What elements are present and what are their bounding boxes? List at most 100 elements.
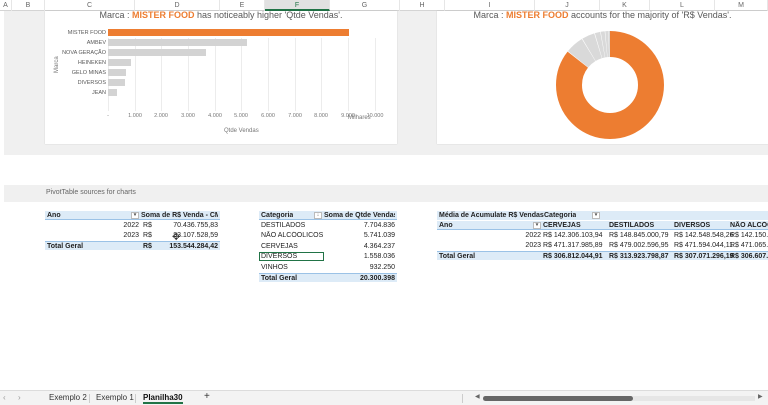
pivot-section-label: PivotTable sources for charts — [46, 189, 136, 196]
column-header-a[interactable]: A — [0, 0, 12, 11]
tab-planilha30[interactable]: Planilha30 — [143, 393, 183, 404]
column-header-i[interactable]: I — [445, 0, 535, 11]
chevron-down-icon: ▾ — [131, 211, 139, 219]
donut-chart[interactable] — [437, 11, 768, 144]
add-sheet-button[interactable]: + — [204, 391, 210, 402]
currency-symbol: R$ — [143, 243, 152, 250]
column-header-c[interactable]: C — [45, 0, 135, 11]
row-filter-dropdown[interactable]: ▾ — [533, 221, 541, 230]
row-value[interactable]: 4.364.237 — [363, 243, 395, 250]
row-label[interactable]: NÃO ALCÓOLICOS — [261, 232, 324, 239]
row-label-selected[interactable]: DIVERSOS — [259, 252, 324, 261]
row-value[interactable]: 932.250 — [369, 264, 395, 271]
pivot-value-field: Soma de Qtde Vendas — [324, 212, 395, 219]
row-value[interactable]: 83.107.528,59 — [173, 232, 218, 239]
filter-dropdown[interactable]: ▾ — [131, 211, 139, 220]
total-value[interactable]: R$ 307.071.296,19 — [674, 253, 734, 260]
gridline — [215, 38, 216, 111]
row-label[interactable]: 2023 — [123, 232, 139, 239]
bar-label: MISTER FOOD — [67, 30, 106, 36]
cell-value[interactable]: R$ 142.548.548,26 — [674, 232, 734, 239]
bar-row: NOVA GERAÇÃO — [45, 49, 106, 57]
axis-unit-label: Milhares — [348, 115, 371, 121]
bar-jean[interactable] — [108, 89, 117, 96]
row-label[interactable]: 2022 — [123, 222, 139, 229]
row-label[interactable]: DESTILADOS — [261, 222, 306, 229]
table-row: VINHOS 932.250 — [259, 263, 397, 272]
pivot-row-field: Ano — [439, 222, 453, 229]
row-value[interactable]: 70.436.755,83 — [173, 222, 218, 229]
row-value[interactable]: 5.741.039 — [363, 232, 395, 239]
scroll-left-icon[interactable]: ◀ — [475, 394, 480, 400]
total-value[interactable]: 153.544.284,42 — [169, 243, 218, 250]
column-header-e[interactable]: E — [220, 0, 265, 11]
x-tick: 1.000 — [128, 113, 142, 119]
pivot-header-row: Ano ▾ CERVEJAS DESTILADOS DIVERSOS NÃO A… — [437, 221, 768, 230]
table-row: 2022 R$ 70.436.755,83 — [45, 221, 220, 230]
bar-chart-card[interactable]: Marca : MISTER FOOD has noticeably highe… — [45, 11, 397, 144]
scroll-right-icon[interactable]: ▶ — [758, 394, 763, 400]
column-header-j[interactable]: J — [535, 0, 600, 11]
column-header-m[interactable]: M — [715, 0, 768, 11]
column-header-k[interactable]: K — [600, 0, 650, 11]
currency-symbol: R$ — [143, 232, 152, 239]
donut-chart-card[interactable]: Marca : MISTER FOOD accounts for the maj… — [437, 11, 768, 144]
cell-value[interactable]: R$ 471.065.10 — [730, 242, 768, 249]
move-cursor-icon: ✥ — [172, 232, 181, 243]
bar-heineken[interactable] — [108, 59, 131, 66]
scroll-thumb[interactable] — [483, 396, 633, 401]
cell-value[interactable]: R$ 148.845.000,79 — [609, 232, 669, 239]
row-label[interactable]: 2022 — [525, 232, 541, 239]
bar-ambev[interactable] — [108, 39, 247, 46]
total-value[interactable]: R$ 313.923.798,87 — [609, 253, 669, 260]
row-label[interactable]: CERVEJAS — [261, 243, 298, 250]
x-tick: 4.000 — [208, 113, 222, 119]
bar-nova-geracao[interactable] — [108, 49, 206, 56]
cell-value[interactable]: R$ 142.306.103,94 — [543, 232, 603, 239]
bar-label: GELO MINAS — [71, 70, 106, 76]
tab-exemplo-2[interactable]: Exemplo 2 — [49, 393, 87, 402]
bar-diversos[interactable] — [108, 79, 125, 86]
total-value[interactable]: 20.300.398 — [359, 275, 395, 282]
column-header-f[interactable]: F — [265, 0, 330, 11]
bar-label: HEINEKEN — [77, 60, 106, 66]
chevron-down-icon: ▾ — [533, 221, 541, 229]
row-value[interactable]: 1.558.036 — [363, 253, 395, 260]
pivot-table-category-qty[interactable]: Categoria ↓ Soma de Qtde Vendas DESTILAD… — [259, 211, 397, 284]
bar-mister-food[interactable] — [108, 29, 349, 36]
title-highlight: MISTER FOOD — [131, 11, 195, 20]
cell-value[interactable]: R$ 142.150.82 — [730, 232, 768, 239]
pivot-table-year-sales[interactable]: Ano ▾ Soma de R$ Venda - CM 2022 R$ 70.4… — [45, 211, 220, 251]
sort-filter-dropdown[interactable]: ↓ — [314, 211, 322, 220]
cell-value[interactable]: R$ 471.317.985,89 — [543, 242, 603, 249]
gridline — [295, 38, 296, 111]
column-header-l[interactable]: L — [650, 0, 715, 11]
column-header-b[interactable]: B — [12, 0, 45, 11]
column-header: DESTILADOS — [609, 222, 655, 229]
total-value[interactable]: R$ 306.812.044,91 — [543, 253, 603, 260]
bar-gelo-minas[interactable] — [108, 69, 126, 76]
cell-value[interactable]: R$ 479.002.596,95 — [609, 242, 669, 249]
pivot-row-field: Ano — [47, 212, 61, 219]
bar-row: GELO MINAS — [45, 69, 106, 77]
row-label[interactable]: 2023 — [525, 242, 541, 249]
prev-sheet-icon[interactable]: ‹ — [3, 393, 6, 402]
title-highlight: MISTER FOOD — [505, 11, 569, 20]
table-row: 2022 R$ 142.306.103,94 R$ 148.845.000,79… — [437, 231, 768, 240]
tab-exemplo-1[interactable]: Exemplo 1 — [96, 393, 134, 402]
cell-value[interactable]: R$ 471.594.044,11 — [674, 242, 734, 249]
row-value[interactable]: 7.704.836 — [363, 222, 395, 229]
pivot-header-row: Categoria ↓ Soma de Qtde Vendas — [259, 211, 397, 220]
column-header-g[interactable]: G — [330, 0, 400, 11]
column-header-d[interactable]: D — [135, 0, 220, 11]
table-row: NÃO ALCÓOLICOS 5.741.039 — [259, 231, 397, 240]
row-label[interactable]: VINHOS — [261, 264, 288, 271]
tab-divider — [135, 394, 136, 403]
next-sheet-icon[interactable]: › — [18, 393, 21, 402]
horizontal-scrollbar[interactable]: ◀ ▶ — [475, 394, 765, 402]
total-value[interactable]: R$ 306.607.96 — [730, 253, 768, 260]
column-filter-dropdown[interactable]: ▾ — [592, 211, 600, 220]
chevron-down-icon: ▾ — [592, 211, 600, 219]
column-header-h[interactable]: H — [400, 0, 445, 11]
pivot-table-avg-accumulate[interactable]: Média de Acumulate R$ Vendas Categoria ▾… — [437, 211, 768, 263]
